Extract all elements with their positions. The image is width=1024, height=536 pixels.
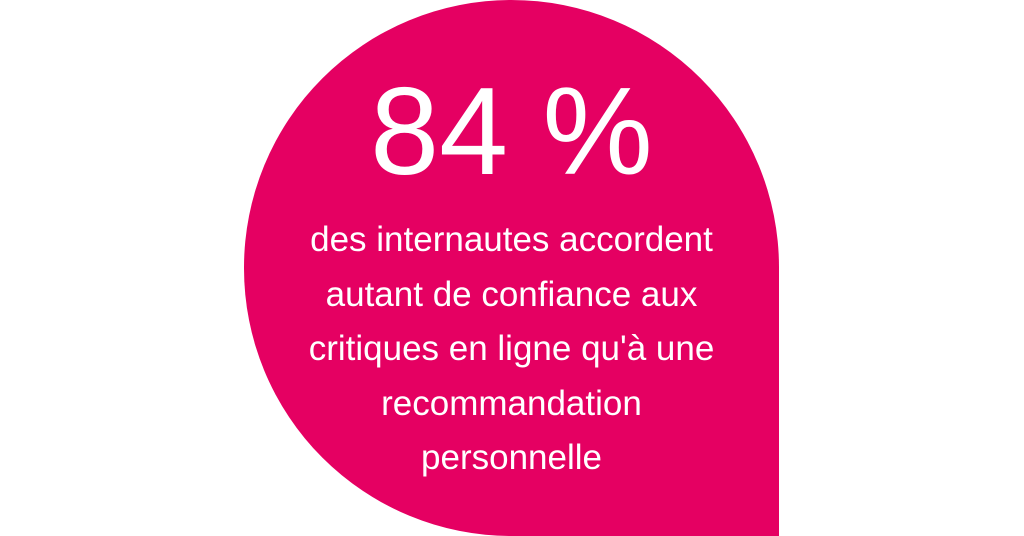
stat-value: 84 %	[370, 63, 653, 201]
caption-line: personnelle	[421, 438, 602, 477]
caption-line: critiques en ligne qu'à une	[308, 329, 715, 368]
teardrop-shape	[244, 0, 779, 536]
stat-caption: des internautes accordent autant de conf…	[264, 213, 759, 486]
caption-line: recommandation	[381, 383, 642, 423]
caption-line: des internautes accordent	[310, 220, 713, 259]
caption-line: autant de confiance aux	[325, 274, 698, 314]
